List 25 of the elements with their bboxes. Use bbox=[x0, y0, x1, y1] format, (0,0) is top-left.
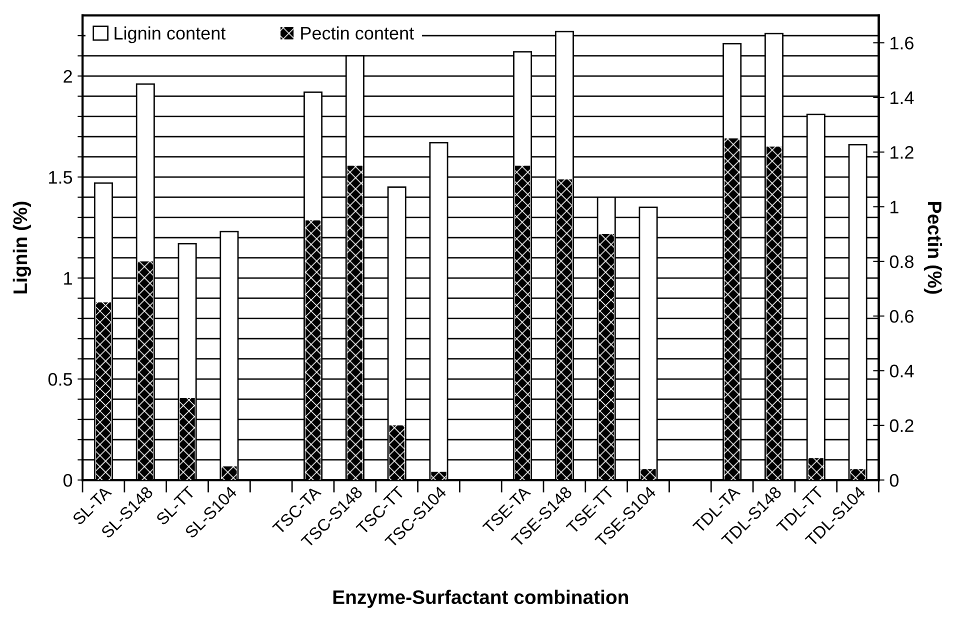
y2-tick-label: 0 bbox=[890, 474, 899, 487]
x-axis-title: Enzyme-Surfactant combination bbox=[333, 590, 628, 608]
y-tick-label: 1.5 bbox=[49, 171, 72, 184]
y-axis-title: Lignin (%) bbox=[12, 202, 32, 294]
y-tick-label: 1 bbox=[64, 272, 72, 285]
y2-tick-label: 0.6 bbox=[890, 310, 914, 323]
bar bbox=[389, 425, 404, 480]
bar bbox=[640, 469, 656, 480]
y2-tick-label: 0.2 bbox=[890, 419, 914, 432]
y2-tick-label: 0.4 bbox=[890, 364, 914, 378]
y2-axis-title: Pectin (%) bbox=[924, 202, 942, 294]
y2-tick-label: 1.4 bbox=[890, 92, 914, 104]
y-tick-label: 0 bbox=[63, 474, 72, 487]
bar bbox=[222, 466, 237, 480]
bar bbox=[850, 469, 866, 480]
y2-tick-label: 1.2 bbox=[890, 146, 914, 159]
legend-label: Pectin content bbox=[301, 26, 414, 40]
y2-tick-label: 0.8 bbox=[890, 255, 914, 268]
y2-tick-label: 1 bbox=[890, 200, 898, 214]
y-tick-label: 0.5 bbox=[48, 372, 72, 386]
bar bbox=[808, 458, 824, 480]
y-tick-label: 2 bbox=[64, 70, 72, 83]
bar bbox=[431, 472, 446, 480]
legend-label: Lignin content bbox=[114, 26, 226, 44]
y2-tick-label: 1.6 bbox=[890, 36, 914, 50]
